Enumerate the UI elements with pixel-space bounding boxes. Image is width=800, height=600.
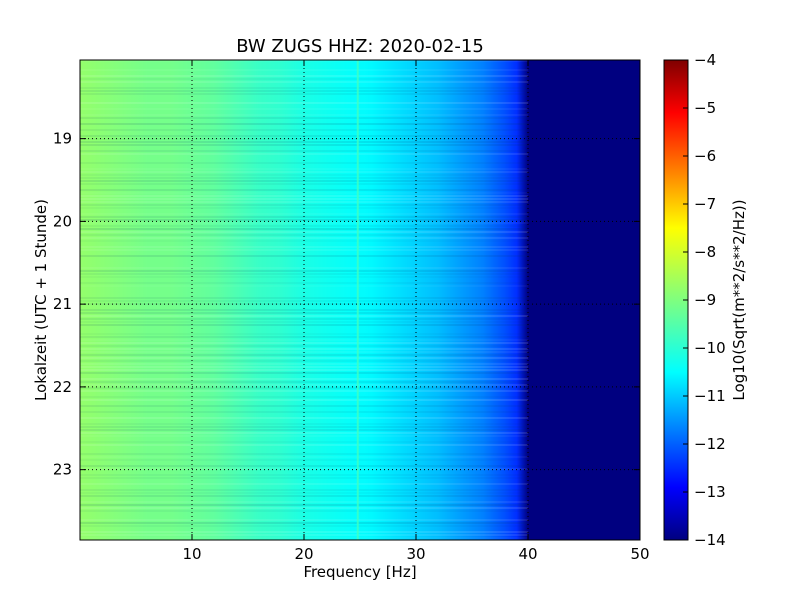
heatmap-streak (80, 174, 528, 176)
heatmap-streak (80, 78, 528, 80)
y-axis-label: Lokalzeit (UTC + 1 Stunde) (32, 199, 50, 401)
heatmap-streak (80, 525, 528, 527)
y-tick-label: 23 (53, 461, 72, 479)
colorbar-tick-label: −7 (694, 195, 716, 213)
heatmap-streak (80, 114, 528, 116)
heatmap-streak (80, 117, 528, 119)
colorbar-tick-label: −12 (694, 435, 726, 453)
band-edge-floor (528, 60, 640, 540)
heatmap-streak (80, 189, 528, 191)
heatmap-streak (80, 453, 528, 455)
heatmap-streak (80, 333, 528, 335)
colorbar-label: Log10(Sqrt(m**2/s**2/Hz)) (730, 199, 748, 400)
colorbar-tick-label: −10 (694, 339, 726, 357)
heatmap-streak (80, 285, 528, 287)
heatmap-streak (80, 441, 528, 443)
heatmap-streak (80, 201, 528, 203)
heatmap-streak (80, 237, 528, 239)
heatmap-streak (80, 369, 528, 371)
heatmap-streak (80, 90, 528, 92)
heatmap-streak (80, 162, 528, 164)
heatmap-streak (80, 246, 528, 248)
y-axis-ticks: 19 20 21 22 23 (53, 130, 640, 479)
colorbar-tick-label: −9 (694, 291, 716, 309)
x-axis-ticks: 10 20 30 40 50 (182, 60, 650, 563)
x-tick-label: 20 (294, 545, 313, 563)
heatmap-streak (80, 354, 528, 356)
heatmap-streak (80, 177, 528, 179)
heatmap-streak (80, 405, 528, 407)
heatmap-streak (80, 153, 528, 155)
heatmap-streak (80, 342, 528, 344)
heatmap-streak (80, 249, 528, 251)
colorbar-tick-label: −11 (694, 387, 726, 405)
heatmap-streak (80, 129, 528, 131)
heatmap-streak (80, 273, 528, 275)
heatmap-streak (80, 390, 528, 392)
heatmap-streak (80, 357, 528, 359)
x-tick-label: 50 (630, 545, 649, 563)
heatmap-streak (80, 522, 528, 524)
heatmap-streak (80, 489, 528, 491)
feature-layer (356, 60, 640, 540)
plot-area (80, 60, 640, 540)
colorbar-tick-label: −4 (694, 51, 716, 69)
heatmap-streak (80, 477, 528, 479)
heatmap-streak (80, 318, 528, 320)
heatmap-streak (80, 270, 528, 272)
heatmap-streak (80, 321, 528, 323)
colorbar-tick-label: −5 (694, 99, 716, 117)
heatmap-streak (80, 429, 528, 431)
plot-frame (79, 59, 641, 541)
colorbar-tick-label: −13 (694, 483, 726, 501)
chart-title: BW ZUGS HHZ: 2020-02-15 (236, 36, 484, 57)
heatmap-streak (80, 417, 528, 419)
heatmap-streak (80, 93, 528, 95)
heatmap-streak (80, 213, 528, 215)
x-tick-label: 10 (182, 545, 201, 563)
y-tick-label: 19 (53, 130, 72, 148)
x-tick-label: 30 (406, 545, 425, 563)
x-tick-label: 40 (518, 545, 537, 563)
colorbar-ticks: −4 −5 −6 −7 −8 −9 −10 −11 −12 −13 −14 (683, 51, 726, 549)
y-tick-label: 22 (53, 378, 72, 396)
grid-lines (80, 60, 640, 540)
heatmap-streak (80, 69, 528, 71)
heatmap-streak (80, 501, 528, 503)
heatmap-streak (80, 282, 528, 284)
heatmap-streak (80, 366, 528, 368)
heatmap-streak (80, 510, 528, 512)
heatmap-streak (80, 378, 528, 380)
x-axis-label: Frequency [Hz] (303, 563, 416, 581)
heatmap-streak (80, 198, 528, 200)
colorbar-tick-label: −8 (694, 243, 716, 261)
heatmap-streak (80, 222, 528, 224)
y-tick-label: 20 (53, 212, 72, 230)
heatmap-streak (80, 297, 528, 299)
colorbar-tick-label: −6 (694, 147, 716, 165)
y-tick-label: 21 (53, 295, 72, 313)
heatmap-streak (80, 474, 528, 476)
heatmap-streak (80, 381, 528, 383)
heatmap-streak (80, 81, 528, 83)
heatmap-streak (80, 150, 528, 152)
heatmap-streak (80, 426, 528, 428)
heatmap-streak (80, 465, 528, 467)
heatmap-streak (80, 141, 528, 143)
heatmap-streak (80, 225, 528, 227)
heatmap-streak (80, 102, 528, 104)
heatmap-streak (80, 345, 528, 347)
heatmap-streak (80, 309, 528, 311)
heatmap-streak (80, 234, 528, 236)
spectral-line-feature (356, 60, 359, 540)
colorbar-tick-label: −14 (694, 531, 726, 549)
